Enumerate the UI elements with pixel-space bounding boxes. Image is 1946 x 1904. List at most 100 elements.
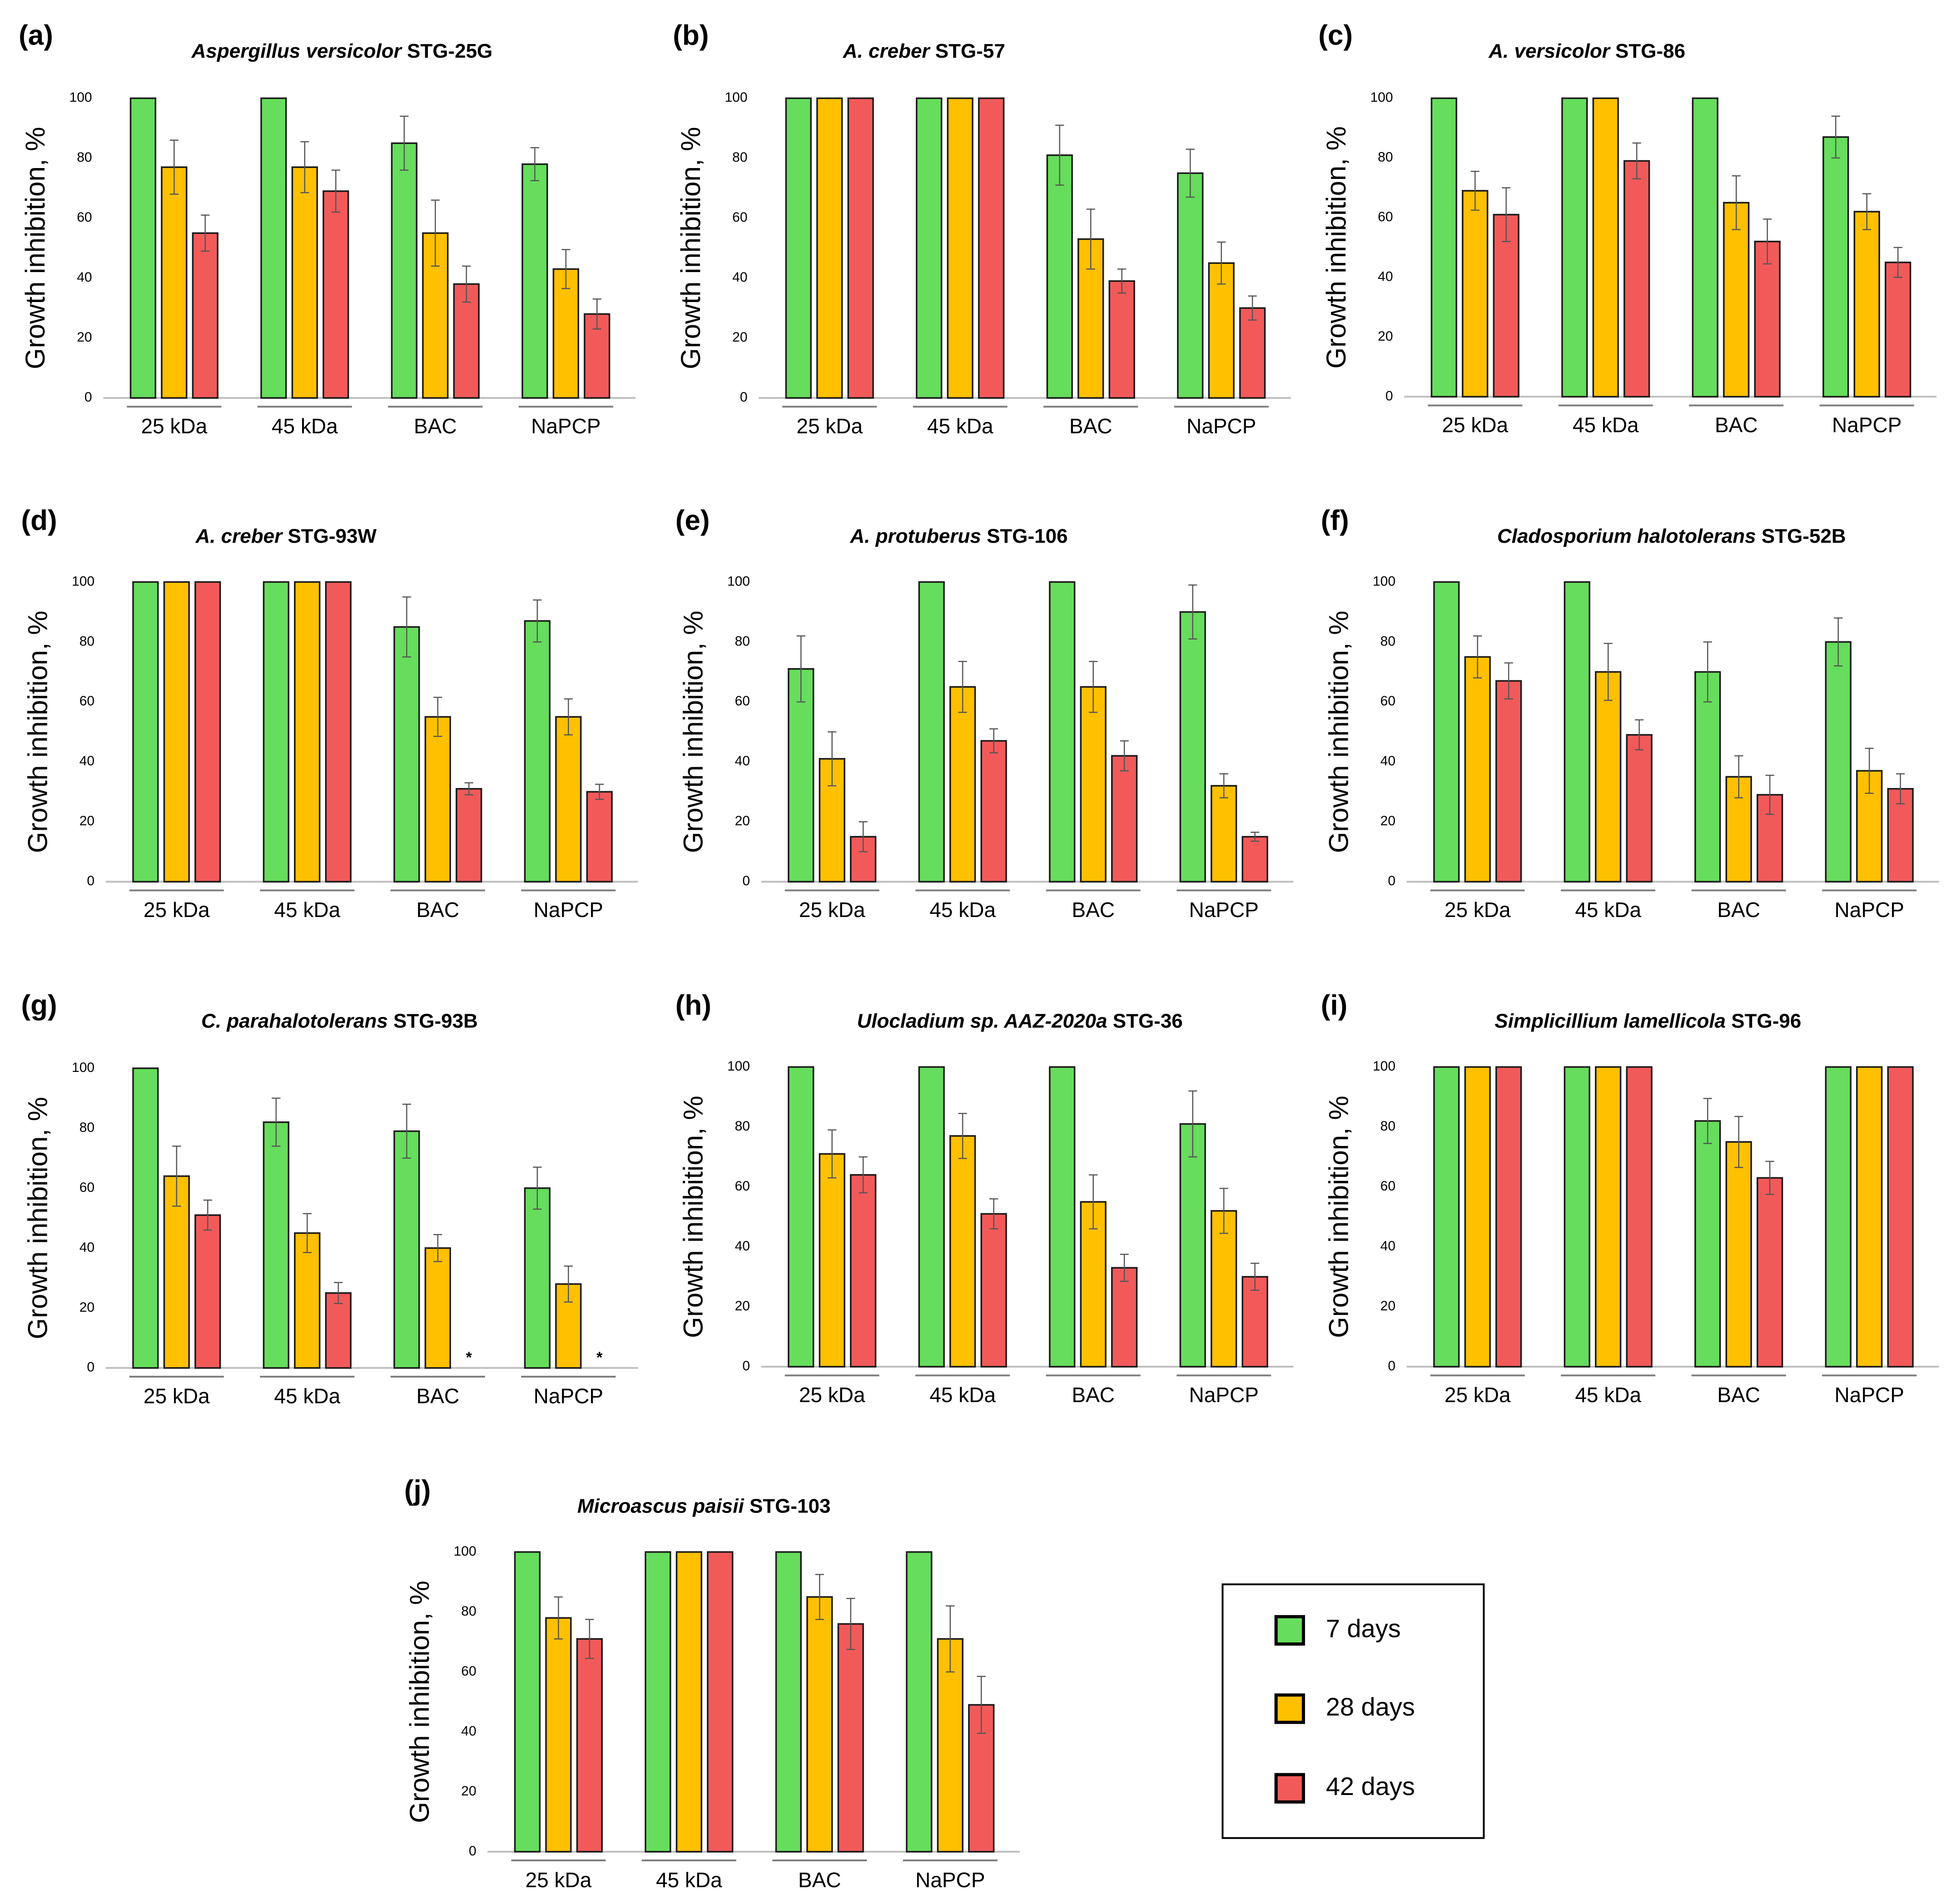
bar	[918, 581, 945, 883]
legend-label: 7 days	[1326, 1614, 1401, 1642]
y-tick-label: 80	[1378, 150, 1393, 165]
chart-panel-b: (b) A. creber STG-57 Growth inhibition, % 0…	[673, 20, 1291, 438]
bar	[1464, 1066, 1491, 1368]
bar	[323, 190, 349, 399]
chart-title-species: A. protuberus	[849, 525, 981, 547]
chart-title: Ulocladium sp. AAZ-2020a STG-36	[857, 1010, 1183, 1032]
y-tick-label: 0	[742, 873, 750, 888]
y-tick-label: 80	[77, 150, 92, 165]
bar	[1177, 172, 1204, 399]
bar	[1046, 154, 1073, 399]
bar	[1825, 1066, 1852, 1368]
bar	[552, 268, 579, 399]
annotation-asterisk: *	[596, 1349, 603, 1366]
y-tick-label: 20	[1380, 1299, 1395, 1314]
chart-title: C. parahalotolerans STG-93B	[201, 1010, 478, 1032]
bar	[1049, 1066, 1076, 1368]
x-tick-label: BAC	[798, 1868, 841, 1892]
y-tick-label: 20	[735, 1299, 750, 1314]
bar	[707, 1551, 734, 1853]
x-tick-label: NaPCP	[1189, 898, 1258, 922]
x-tick-label: BAC	[416, 898, 459, 922]
bar	[524, 1187, 551, 1369]
chart-title: A. creber STG-93W	[195, 525, 377, 547]
chart-title: Aspergillus versicolor STG-25G	[191, 40, 493, 62]
y-tick-label: 40	[1380, 1239, 1395, 1254]
bar	[675, 1551, 702, 1853]
bar	[555, 1283, 582, 1369]
bar	[129, 97, 156, 399]
x-tick-label: 25 kDa	[1442, 413, 1508, 436]
x-tick-label: 25 kDa	[799, 898, 865, 922]
bar	[555, 716, 582, 883]
bar	[1626, 1066, 1653, 1368]
legend: 7 days 28 days 42 days	[1221, 1583, 1485, 1839]
y-axis-label: Growth inhibition, %	[675, 127, 706, 369]
x-tick-label: BAC	[1072, 898, 1115, 922]
panel-letter: (i)	[1321, 990, 1348, 1021]
y-tick-label: 0	[469, 1844, 477, 1859]
y-tick-label: 60	[732, 210, 747, 225]
y-axis-label: Growth inhibition, %	[22, 1097, 53, 1339]
chart-title-strain: STG-25G	[402, 40, 492, 62]
bar	[1725, 1141, 1752, 1368]
legend-swatch	[1274, 1615, 1305, 1646]
bar	[132, 1067, 159, 1369]
bar	[645, 1551, 671, 1853]
chart-title: A. creber STG-57	[843, 40, 1005, 62]
y-tick-label: 40	[1378, 269, 1393, 284]
chart-title-species: A. creber	[195, 525, 283, 547]
chart-title-species: C. parahalotolerans	[201, 1010, 388, 1032]
bar	[1111, 755, 1138, 883]
bar	[819, 1153, 845, 1368]
bar	[1495, 1066, 1522, 1368]
y-tick-label: 60	[77, 210, 92, 225]
y-axis-label: Growth inhibition, %	[22, 611, 53, 853]
panel-letter: (a)	[19, 20, 53, 51]
x-tick-label: 45 kDa	[1573, 413, 1639, 436]
y-axis-label: Growth inhibition, %	[404, 1581, 435, 1823]
bar	[325, 581, 352, 883]
y-tick-label: 80	[461, 1604, 476, 1619]
bar	[521, 163, 548, 399]
bar	[1241, 836, 1268, 883]
bar	[1239, 307, 1266, 399]
bar	[1595, 1066, 1622, 1368]
y-tick-label: 100	[72, 1060, 94, 1075]
bar	[456, 788, 482, 883]
bar	[980, 1213, 1007, 1368]
bar	[847, 97, 874, 399]
bar	[937, 1638, 963, 1853]
chart-title-strain: STG-93B	[388, 1010, 478, 1032]
bar	[1561, 97, 1588, 398]
bar	[192, 232, 218, 399]
x-tick-label: NaPCP	[1835, 1383, 1904, 1407]
y-tick-label: 60	[1380, 694, 1395, 709]
bar	[1885, 261, 1911, 398]
bar	[393, 626, 420, 883]
bar	[424, 1247, 451, 1369]
y-tick-label: 20	[735, 813, 750, 828]
bar	[545, 1617, 572, 1853]
bar	[1694, 671, 1721, 883]
x-tick-label: NaPCP	[915, 1868, 985, 1892]
x-tick-label: BAC	[1717, 1383, 1760, 1407]
bar	[1564, 581, 1590, 883]
y-tick-label: 60	[1380, 1179, 1395, 1194]
bar	[1111, 1267, 1138, 1368]
x-tick-label: 45 kDa	[272, 414, 338, 438]
bar	[816, 97, 843, 399]
y-tick-label: 60	[79, 694, 94, 709]
y-tick-label: 80	[735, 1119, 750, 1134]
x-tick-label: 45 kDa	[1575, 1383, 1641, 1407]
y-tick-label: 40	[732, 270, 747, 285]
x-tick-label: 25 kDa	[796, 414, 863, 438]
chart-title-strain: STG-96	[1726, 1010, 1801, 1032]
chart-title-strain: STG-106	[981, 525, 1068, 547]
x-tick-label: 45 kDa	[1575, 898, 1641, 922]
panel-letter: (h)	[675, 990, 711, 1021]
y-tick-label: 100	[70, 90, 92, 105]
panel-letter: (d)	[21, 505, 57, 536]
x-tick-label: NaPCP	[1189, 1383, 1258, 1407]
bar	[1754, 240, 1781, 398]
